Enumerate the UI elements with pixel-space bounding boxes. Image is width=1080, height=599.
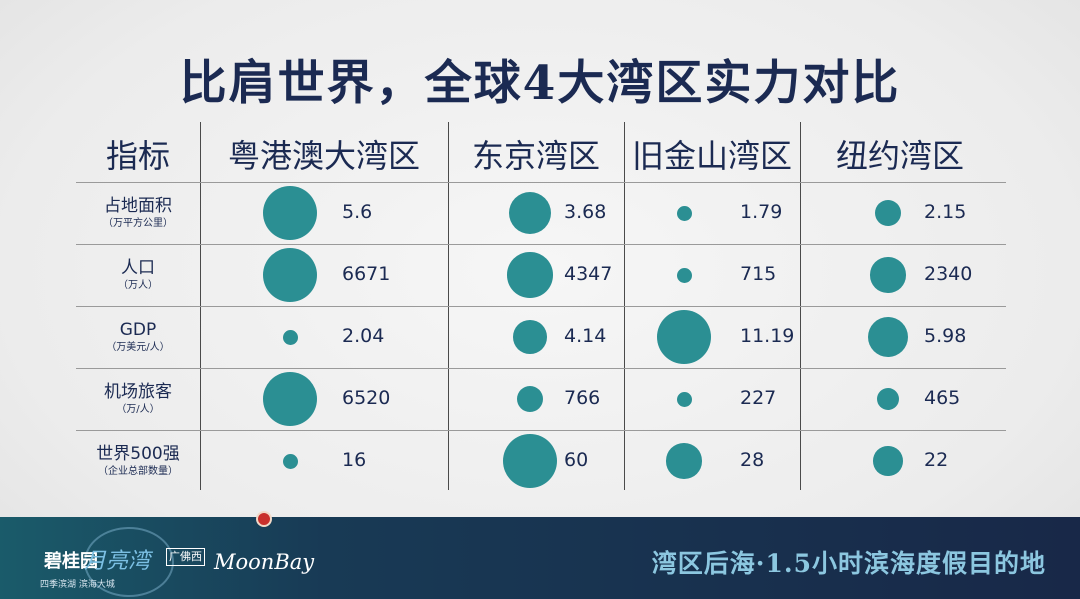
row-label-main: 人口 bbox=[121, 258, 155, 278]
row-divider bbox=[76, 368, 1006, 369]
value-text: 465 bbox=[924, 387, 961, 409]
value-text: 60 bbox=[564, 449, 589, 471]
value-text: 3.68 bbox=[564, 201, 607, 223]
row-label-unit: （万人） bbox=[118, 280, 158, 291]
moon-ring-icon bbox=[84, 527, 174, 597]
footer-banner: 碧桂园 月亮湾 广佛西 四季滨湖 滨海大城 MoonBay 湾区后海·1.5小时… bbox=[0, 511, 1080, 599]
value-text: 4.14 bbox=[564, 325, 607, 347]
value-text: 6520 bbox=[342, 387, 391, 409]
brand-tag: 广佛西 bbox=[166, 548, 205, 566]
slogan: 湾区后海·1.5小时滨海度假目的地 bbox=[651, 549, 1046, 578]
value-bubble bbox=[513, 320, 547, 354]
row-divider bbox=[76, 430, 1006, 431]
value-text: 4347 bbox=[564, 263, 613, 285]
value-bubble bbox=[676, 205, 692, 221]
row-label: 人口 （万人） bbox=[76, 257, 200, 292]
value-text: 16 bbox=[342, 449, 367, 471]
row-label-unit: （万平方公里） bbox=[103, 218, 173, 229]
value-bubble bbox=[867, 316, 909, 358]
column-header-sanfrancisco: 旧金山湾区 bbox=[631, 137, 792, 175]
value-bubble bbox=[507, 252, 553, 298]
value-text: 715 bbox=[740, 263, 777, 285]
page-title: 比肩世界，全球4大湾区实力对比 bbox=[179, 56, 901, 111]
value-bubble bbox=[263, 372, 317, 426]
row-label: 世界500强 （企业总部数量） bbox=[76, 443, 200, 478]
row-divider bbox=[76, 182, 1006, 183]
brand-script: 月亮湾 bbox=[84, 549, 151, 574]
value-text: 6671 bbox=[342, 263, 391, 285]
value-text: 227 bbox=[740, 387, 777, 409]
row-label-unit: （万/人） bbox=[116, 404, 160, 415]
value-bubble bbox=[508, 191, 552, 235]
row-label-main: 世界500强 bbox=[96, 444, 180, 464]
value-text: 28 bbox=[740, 449, 765, 471]
value-bubble bbox=[873, 446, 903, 476]
column-header-gba: 粤港澳大湾区 bbox=[227, 137, 420, 175]
row-label-unit: （企业总部数量） bbox=[98, 466, 178, 477]
value-text: 11.19 bbox=[740, 325, 795, 347]
column-header-tokyo: 东京湾区 bbox=[471, 137, 600, 175]
row-divider bbox=[76, 306, 1006, 307]
value-bubble bbox=[263, 186, 317, 240]
value-bubble bbox=[282, 329, 298, 345]
value-bubble bbox=[874, 199, 902, 227]
row-label: 占地面积 （万平方公里） bbox=[76, 195, 200, 230]
row-label: 机场旅客 （万/人） bbox=[76, 381, 200, 416]
value-bubble bbox=[282, 453, 298, 469]
value-bubble bbox=[516, 385, 544, 413]
value-text: 2.04 bbox=[342, 325, 385, 347]
value-bubble bbox=[263, 248, 317, 302]
comparison-table: 指标 粤港澳大湾区 东京湾区 旧金山湾区 纽约湾区 占地面积 （万平方公里） 5.6… bbox=[76, 122, 1006, 490]
row-label: GDP （万美元/人） bbox=[76, 319, 200, 354]
value-bubble bbox=[876, 387, 900, 411]
row-divider bbox=[76, 244, 1006, 245]
row-label-main: GDP bbox=[119, 320, 157, 340]
row-label-main: 机场旅客 bbox=[104, 382, 172, 402]
value-bubble bbox=[676, 391, 692, 407]
value-text: 5.98 bbox=[924, 325, 967, 347]
value-bubble bbox=[666, 443, 702, 479]
brand-subtitle: 四季滨湖 滨海大城 bbox=[40, 580, 115, 590]
value-bubble bbox=[503, 434, 557, 488]
value-bubble bbox=[870, 257, 906, 293]
seal-icon bbox=[256, 511, 272, 527]
column-header-newyork: 纽约湾区 bbox=[835, 137, 964, 175]
value-text: 22 bbox=[924, 449, 949, 471]
moonbay-logo: MoonBay bbox=[214, 550, 315, 574]
value-text: 2340 bbox=[924, 263, 973, 285]
value-text: 766 bbox=[564, 387, 601, 409]
row-label-main: 占地面积 bbox=[104, 196, 172, 216]
value-text: 1.79 bbox=[740, 201, 783, 223]
row-label-unit: （万美元/人） bbox=[106, 342, 170, 353]
brand-name: 碧桂园 bbox=[44, 551, 98, 572]
value-text: 2.15 bbox=[924, 201, 967, 223]
value-bubble bbox=[676, 267, 692, 283]
value-bubble bbox=[657, 310, 711, 364]
column-header-indicator: 指标 bbox=[105, 137, 170, 175]
value-text: 5.6 bbox=[342, 201, 373, 223]
